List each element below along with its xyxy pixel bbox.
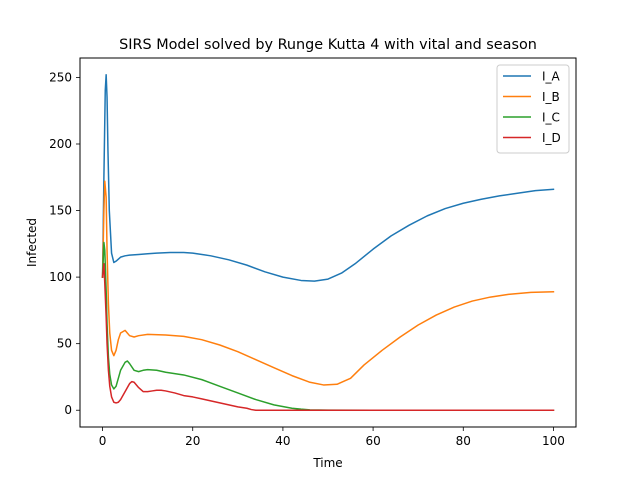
x-tick-label: 40 [275, 434, 290, 448]
x-axis-label: Time [312, 456, 342, 470]
chart-title: SIRS Model solved by Runge Kutta 4 with … [119, 37, 537, 53]
y-tick-label: 0 [64, 403, 72, 417]
x-axis-ticks: 0 20 40 60 80 100 [99, 427, 565, 448]
y-tick-label: 250 [49, 70, 72, 84]
x-tick-label: 80 [456, 434, 471, 448]
legend-label-i-a: I_A [542, 70, 561, 84]
x-tick-label: 20 [185, 434, 200, 448]
series-line-i-b [101, 180, 555, 386]
legend-label-i-d: I_D [542, 131, 561, 145]
x-tick-label: 100 [542, 434, 565, 448]
y-axis-label: Infected [25, 218, 39, 267]
y-tick-label: 200 [49, 137, 72, 151]
x-tick-label: 0 [99, 434, 107, 448]
plot-frame [79, 57, 577, 428]
y-tick-label: 50 [57, 337, 72, 351]
y-axis-ticks: 0 50 100 150 200 250 [49, 70, 80, 417]
legend: I_A I_B I_C I_D [496, 64, 570, 154]
series-layer [101, 74, 555, 411]
series-line-i-d [101, 263, 555, 411]
y-tick-label: 100 [49, 270, 72, 284]
legend-box [496, 64, 570, 154]
legend-label-i-c: I_C [542, 111, 560, 125]
series-line-i-a [101, 74, 555, 282]
y-tick-label: 150 [49, 204, 72, 218]
x-tick-label: 60 [365, 434, 380, 448]
legend-label-i-b: I_B [542, 90, 560, 104]
